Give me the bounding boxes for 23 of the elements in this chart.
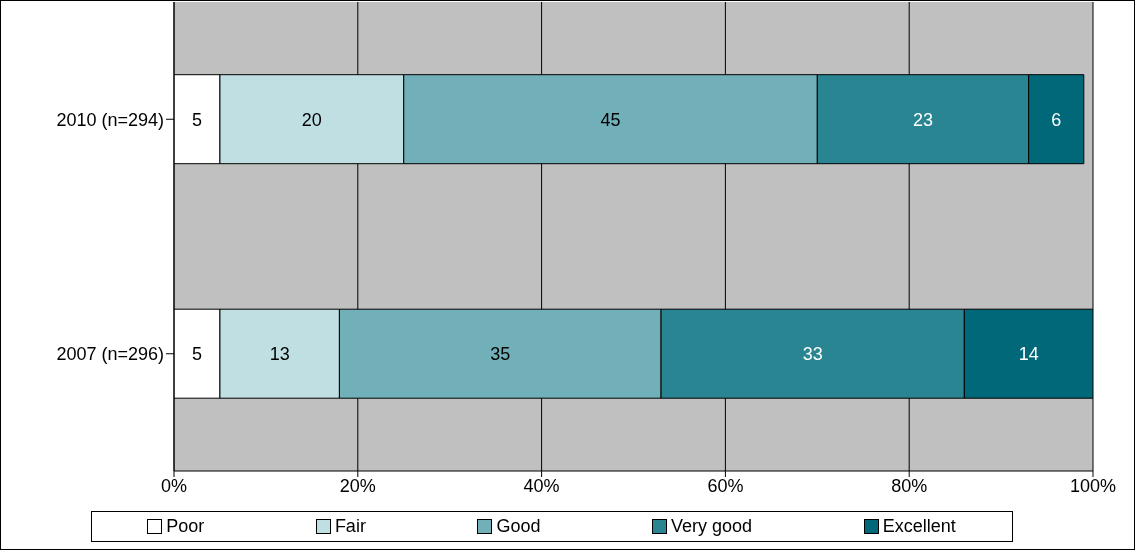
x-tick-label: 60%: [707, 475, 744, 496]
legend-label: Good: [495, 516, 541, 537]
legend-label: Poor: [165, 516, 205, 537]
x-tick-label: 0%: [160, 475, 188, 496]
data-label: 14: [1018, 344, 1039, 365]
x-tick-label: 100%: [1069, 475, 1117, 496]
data-label: 33: [802, 344, 823, 365]
legend-label: Fair: [333, 516, 366, 537]
data-label: 6: [1051, 109, 1062, 130]
data-label: 13: [269, 344, 290, 365]
y-tick-label: 2007 (n=296): [56, 344, 164, 365]
x-tick-label: 80%: [891, 475, 928, 496]
x-tick-label: 40%: [523, 475, 560, 496]
data-label: 20: [301, 109, 322, 130]
data-label: 5: [191, 344, 202, 365]
x-tick-label: 20%: [339, 475, 376, 496]
legend-label: Very good: [670, 516, 753, 537]
y-tick-label: 2010 (n=294): [56, 109, 164, 130]
data-label: 45: [600, 109, 621, 130]
data-label: 35: [490, 344, 511, 365]
data-label: 23: [912, 109, 933, 130]
data-label: 5: [191, 109, 202, 130]
legend-label: Excellent: [881, 516, 956, 537]
